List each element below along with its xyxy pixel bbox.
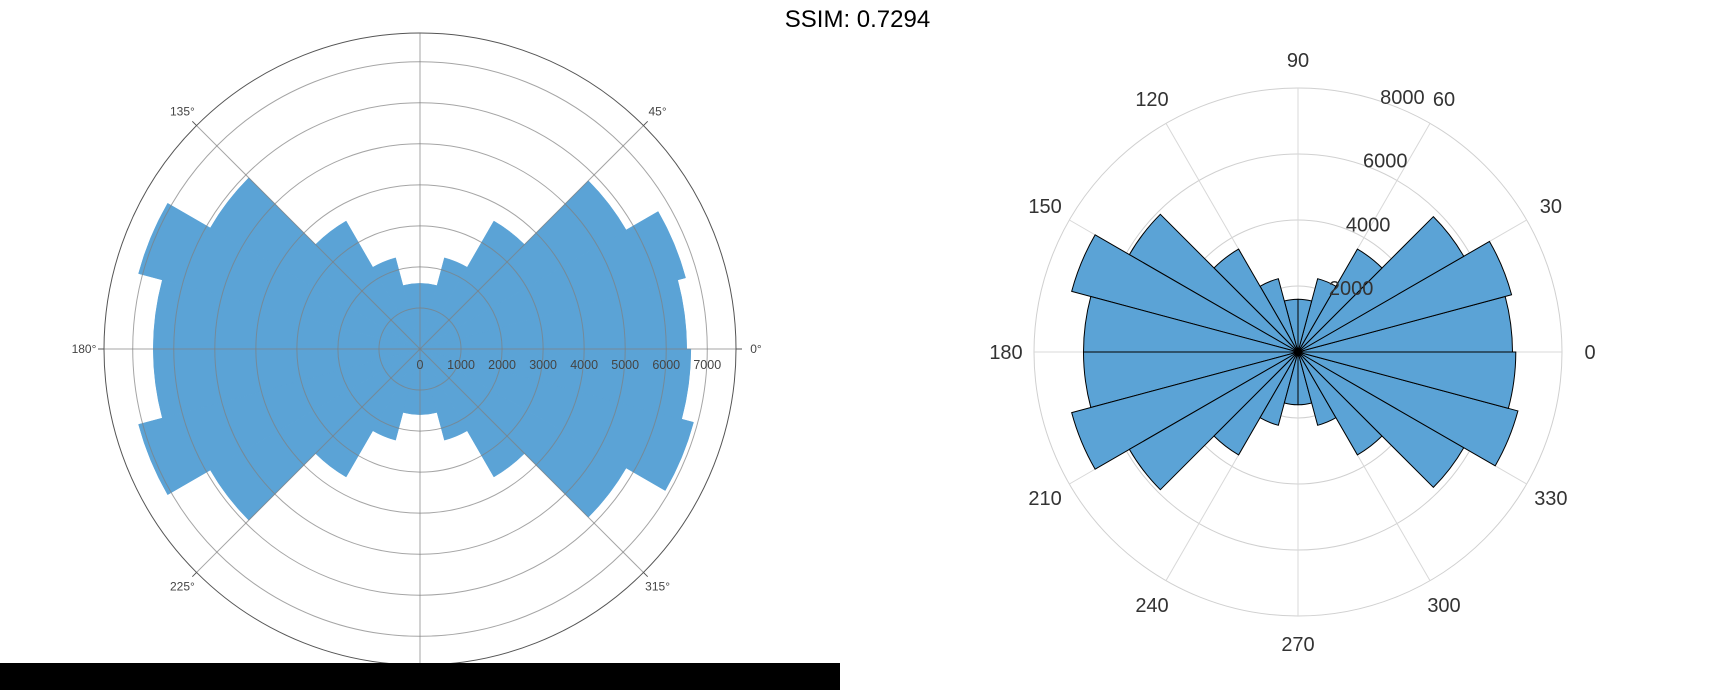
right-bar: [1071, 351, 1299, 470]
left-theta-tick: [643, 572, 649, 578]
left-theta-label: 180°: [72, 342, 97, 356]
left-grid-spoke: [196, 125, 421, 350]
left-r-label: 3000: [529, 358, 557, 372]
figure-title: SSIM: 0.7294: [784, 6, 931, 33]
black-bar: [0, 663, 840, 690]
right-theta-label: 210: [1028, 488, 1061, 510]
left-bar: [419, 257, 468, 350]
right-theta-label: 120: [1135, 89, 1168, 111]
left-r-label: 2000: [488, 358, 516, 372]
left-theta-label: 0°: [750, 342, 762, 356]
left-bar: [138, 202, 421, 350]
right-bar: [1297, 240, 1513, 353]
right-theta-label: 30: [1540, 196, 1562, 218]
left-theta-tick: [643, 120, 649, 126]
left-r-label: 7000: [693, 358, 721, 372]
right-theta-label: 270: [1281, 634, 1314, 656]
right-theta-label: 180: [989, 342, 1022, 364]
left-polar-histogram: 0° 45° 135° 180° 225° 315° 0 1000 2000 3000 4000 50…: [72, 32, 762, 666]
left-r-label: 6000: [652, 358, 680, 372]
right-bar: [1297, 215, 1465, 353]
left-grid: [104, 33, 736, 665]
right-bar: [1071, 234, 1299, 353]
right-theta-label: 60: [1433, 89, 1455, 111]
left-bar: [419, 348, 694, 491]
right-theta-label: 330: [1534, 488, 1567, 510]
right-bar: [1297, 351, 1519, 467]
left-theta-label: 45°: [649, 104, 667, 118]
right-r-label: 8000: [1380, 87, 1425, 109]
right-r-label: 2000: [1329, 278, 1374, 300]
right-r-label: 4000: [1346, 214, 1391, 236]
left-r-label: 0: [417, 358, 424, 372]
right-bars: [1071, 213, 1519, 491]
right-theta-label: 90: [1287, 50, 1309, 72]
right-bar: [1297, 351, 1517, 409]
left-grid-spoke: [196, 348, 421, 573]
left-theta-tick: [191, 572, 197, 578]
left-theta-tick: [191, 120, 197, 126]
left-bar: [138, 348, 421, 496]
right-theta-label: 240: [1135, 595, 1168, 617]
right-bar: [1259, 351, 1299, 426]
left-r-label: 4000: [570, 358, 598, 372]
left-theta-label: 135°: [170, 104, 195, 118]
right-bar: [1213, 351, 1299, 456]
left-theta-label: 315°: [645, 580, 670, 594]
left-r-label: 1000: [447, 358, 475, 372]
left-grid-spoke: [419, 125, 644, 350]
left-r-label: 5000: [611, 358, 639, 372]
right-bar: [1128, 351, 1299, 491]
right-bar: [1297, 248, 1383, 353]
left-bar: [372, 348, 421, 441]
right-theta-label: 150: [1028, 196, 1061, 218]
right-theta-label: 300: [1427, 595, 1460, 617]
left-bar: [419, 211, 686, 350]
left-grid-spoke: [419, 348, 644, 573]
right-bar: [1297, 278, 1337, 353]
right-theta-label: 0: [1584, 342, 1595, 364]
left-theta-label: 225°: [170, 580, 195, 594]
right-r-label: 6000: [1363, 151, 1408, 173]
